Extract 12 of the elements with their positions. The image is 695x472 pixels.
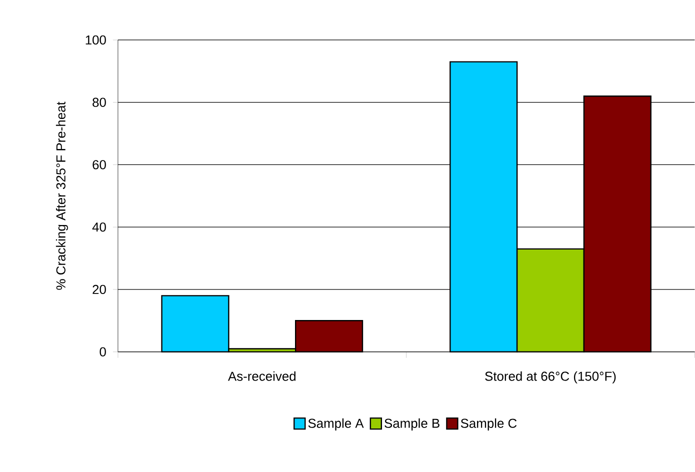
y-tick-label: 60 <box>92 160 106 170</box>
legend-label: Sample A <box>308 418 364 431</box>
x-tick-label: As-received <box>228 371 296 381</box>
x-tick-label: Stored at 66°C (150°F) <box>485 371 616 384</box>
y-axis-title: % Cracking After 325°F Pre-heat <box>56 102 68 290</box>
y-tick-label: 40 <box>92 222 106 232</box>
legend-label: Sample B <box>384 418 440 431</box>
y-tick-label: 20 <box>92 284 106 294</box>
legend-label: Sample C <box>460 418 517 431</box>
y-tick-label: 80 <box>92 98 106 108</box>
y-tick-label: 0 <box>100 347 106 357</box>
y-tick-label: 100 <box>86 36 106 45</box>
